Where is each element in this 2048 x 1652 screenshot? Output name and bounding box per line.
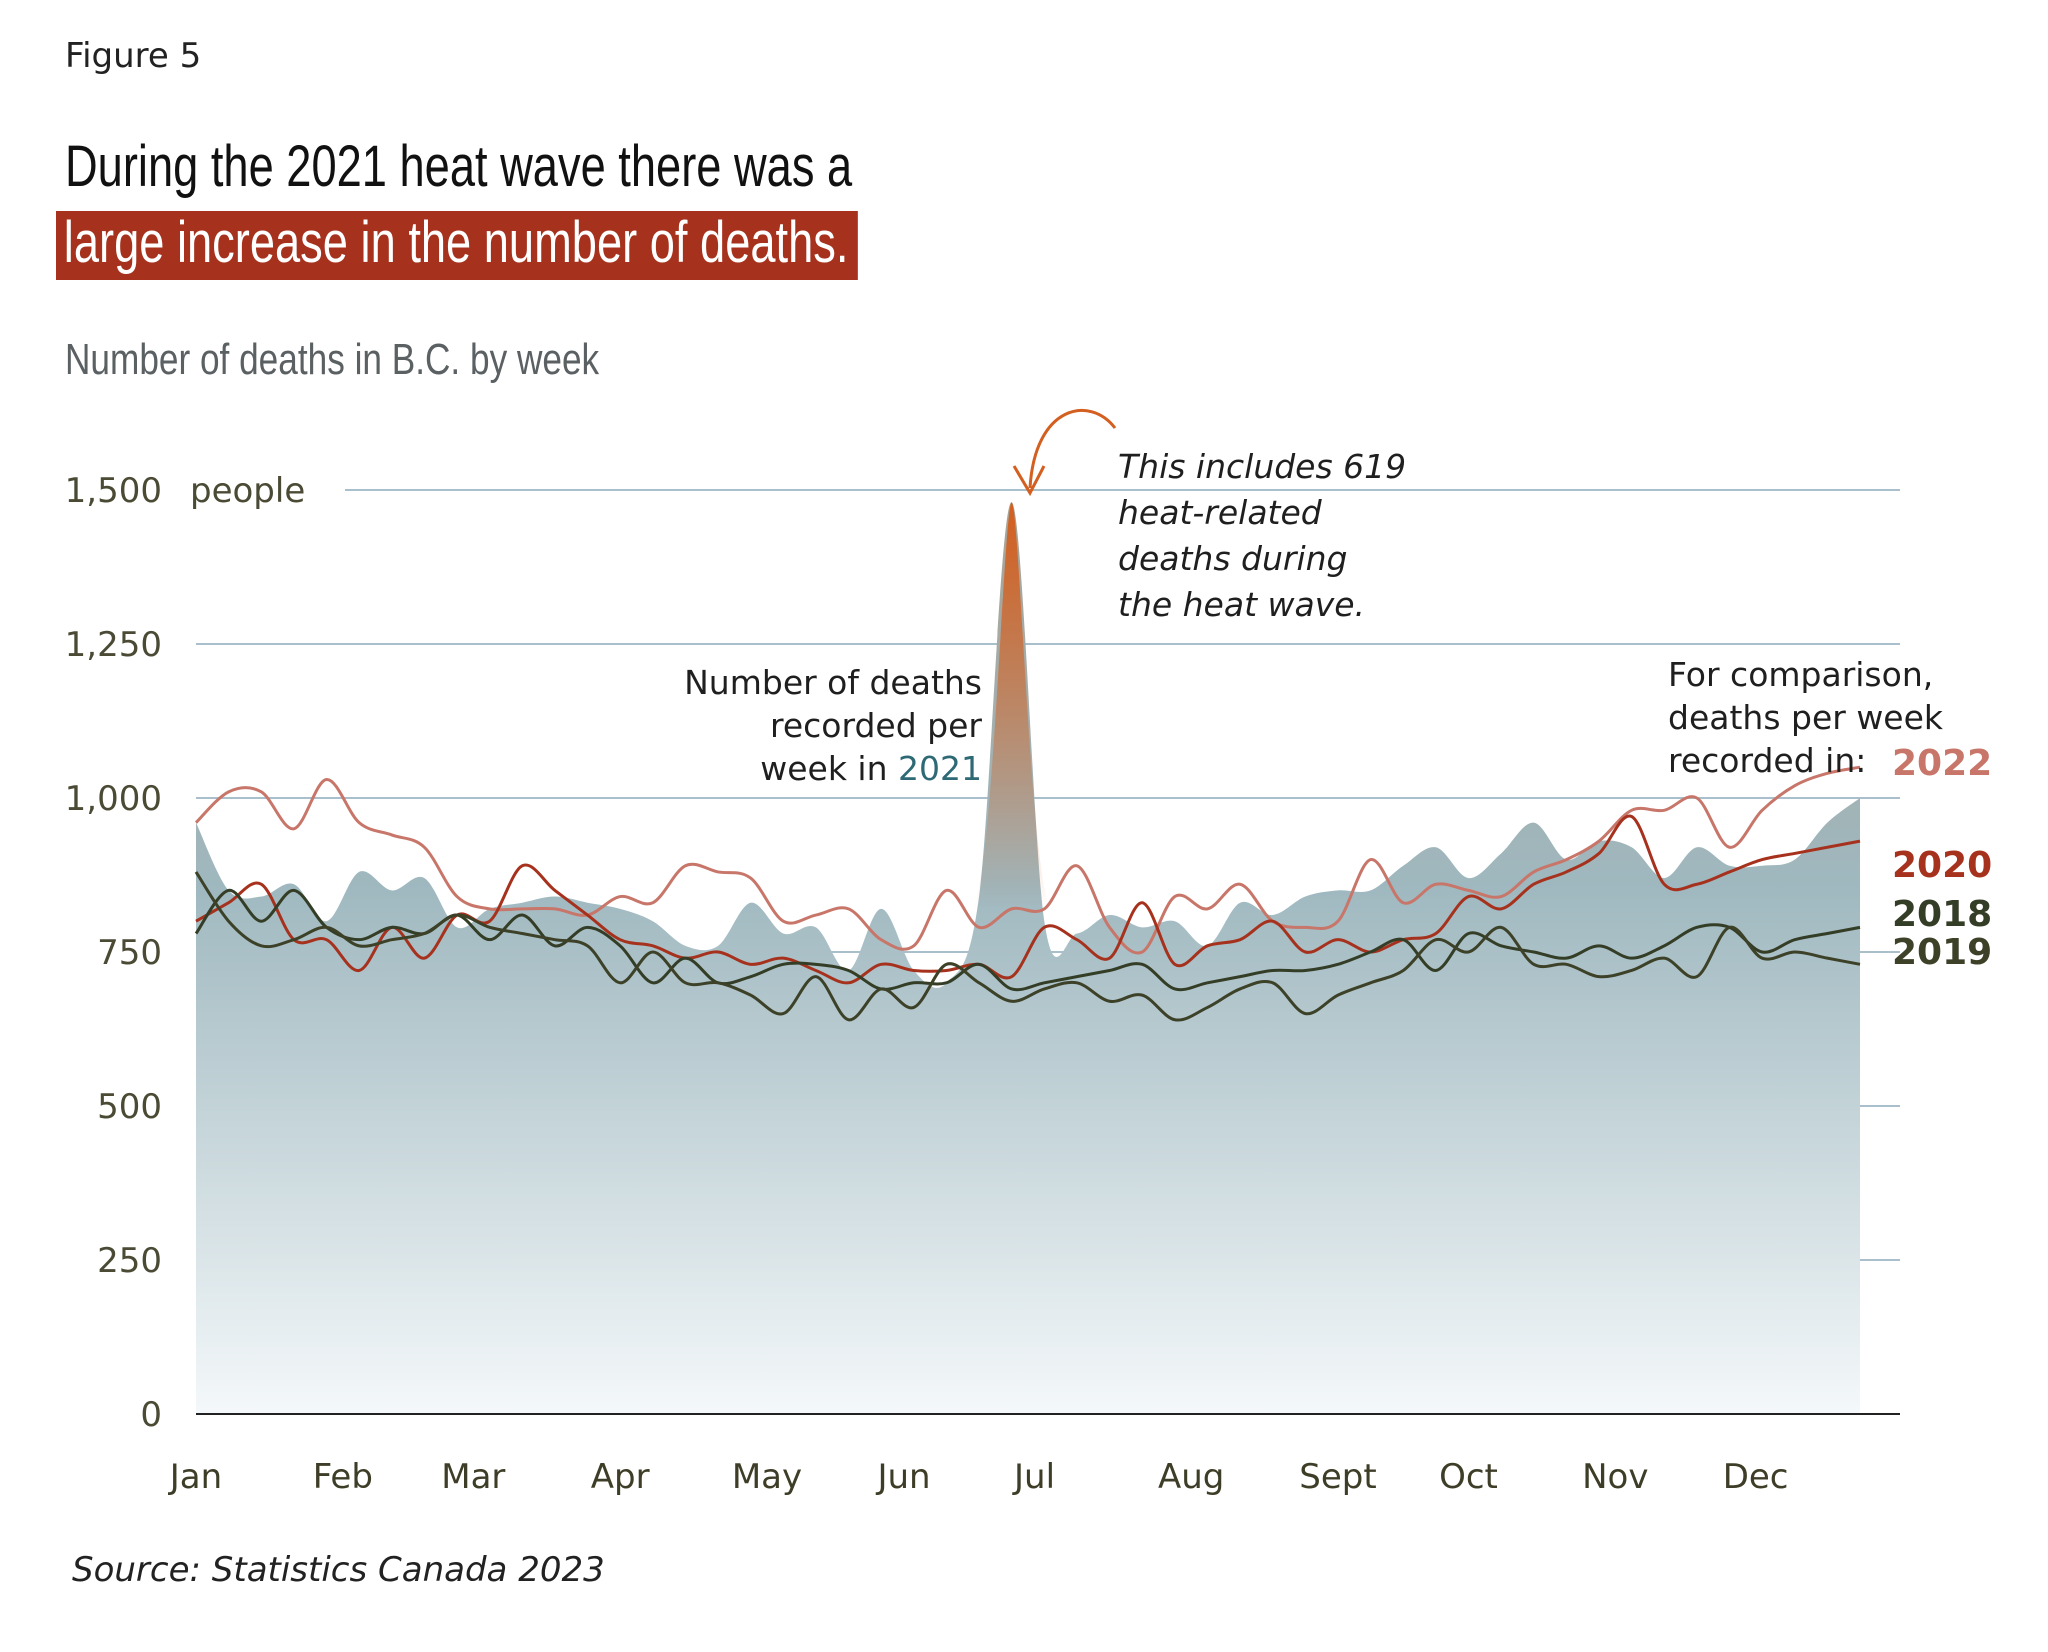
series-label-2018: 2018	[1892, 894, 1992, 935]
x-tick-nov: Nov	[1582, 1457, 1648, 1497]
chart-title-highlight: large increase in the number of deaths.	[56, 211, 858, 280]
heatwave-note-line-4: the heat wave.	[1118, 585, 1365, 624]
heatwave-note-line-2: heat-related	[1118, 493, 1323, 532]
main-series-note-line-3: week in 2021	[760, 749, 982, 788]
heat-wave-spike	[969, 502, 1054, 910]
y-tick-1000: 1,000	[65, 779, 162, 819]
series-label-2020: 2020	[1892, 845, 1992, 886]
figure-label: Figure 5	[65, 36, 202, 76]
series-2019-line	[194, 871, 1861, 1022]
heatwave-note-line-3: deaths during	[1118, 539, 1347, 578]
heat-wave-arrowhead	[1012, 465, 1046, 497]
y-axis-ticks: 0 250 500 750 1,000 1,250 1,500 people	[65, 471, 306, 1435]
comparison-note-line-3: recorded in:	[1668, 741, 1866, 780]
x-tick-jan: Jan	[168, 1457, 222, 1497]
x-tick-oct: Oct	[1439, 1457, 1498, 1497]
y-tick-750: 750	[97, 933, 162, 973]
area-layer	[196, 502, 1860, 1414]
series-2018-line	[194, 888, 1861, 992]
x-axis-months: Jan Feb Mar Apr May Jun Jul Aug Sept Oct Nov Dec	[168, 1457, 1789, 1497]
main-series-note-line-1: Number of deaths	[684, 663, 982, 702]
chart-title-line-1: During the 2021 heat wave there was a	[65, 134, 853, 199]
x-tick-jul: Jul	[1012, 1457, 1055, 1497]
x-tick-mar: Mar	[441, 1457, 505, 1497]
heat-wave-arrow	[1028, 408, 1117, 489]
comparison-note-line-2: deaths per week	[1668, 698, 1944, 737]
y-tick-500: 500	[97, 1087, 162, 1127]
main-series-note-prefix: week in	[760, 749, 898, 788]
x-tick-dec: Dec	[1723, 1457, 1789, 1497]
y-tick-1250: 1,250	[65, 625, 162, 665]
comparison-note-line-1: For comparison,	[1668, 655, 1933, 694]
x-tick-sept: Sept	[1299, 1457, 1376, 1497]
source-note: Source: Statistics Canada 2023	[72, 1550, 605, 1590]
x-tick-feb: Feb	[313, 1457, 373, 1497]
x-tick-apr: Apr	[591, 1457, 650, 1497]
x-tick-aug: Aug	[1158, 1457, 1224, 1497]
main-series-year: 2021	[898, 749, 982, 788]
series-label-2019: 2019	[1892, 932, 1992, 973]
y-unit-label: people	[190, 471, 305, 511]
series-2021-area	[196, 502, 1860, 1414]
series-2022-line	[194, 765, 1861, 955]
y-tick-0: 0	[140, 1395, 162, 1435]
y-tick-250: 250	[97, 1241, 162, 1281]
series-label-2022: 2022	[1892, 743, 1992, 784]
main-series-note-line-2: recorded per	[770, 706, 982, 745]
chart-subtitle: Number of deaths in B.C. by week	[65, 335, 600, 384]
heatwave-note-line-1: This includes 619	[1118, 447, 1406, 486]
y-tick-1500: 1,500	[65, 471, 162, 511]
x-tick-may: May	[732, 1457, 802, 1497]
x-tick-jun: Jun	[875, 1457, 930, 1497]
line-layer	[194, 765, 1861, 1022]
